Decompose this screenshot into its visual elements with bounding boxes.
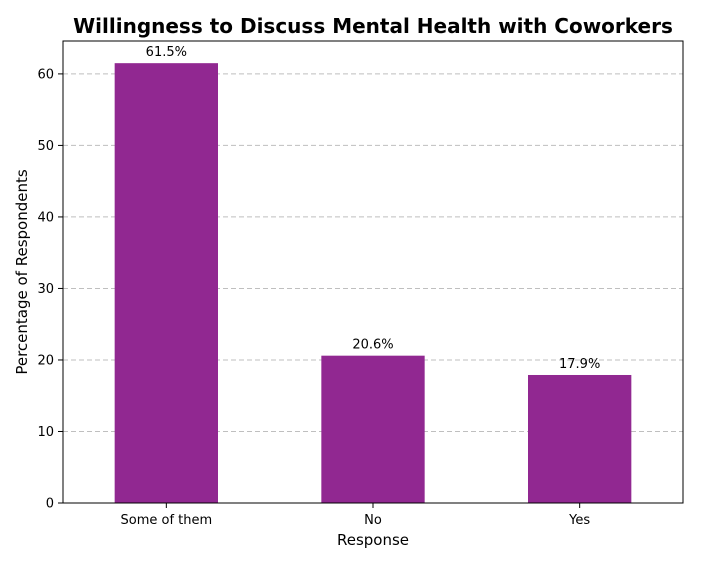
y-tick-label: 30 (37, 282, 54, 297)
bar-value-label: 20.6% (352, 338, 393, 353)
x-tick-label: No (364, 513, 382, 528)
y-tick-label: 40 (37, 210, 54, 225)
bar-no (321, 355, 425, 503)
y-tick-label: 50 (37, 139, 54, 154)
x-tick-label: Some of them (120, 513, 212, 528)
plot-frame (62, 40, 684, 504)
chart-title: Willingness to Discuss Mental Health wit… (73, 14, 673, 38)
x-tick-label: Yes (568, 513, 590, 528)
x-axis-title: Response (337, 531, 409, 549)
y-tick-label: 20 (37, 353, 54, 368)
y-axis: 0 10 20 30 40 50 60 (37, 67, 63, 512)
y-tick-label: 60 (37, 67, 54, 82)
data-labels: 61.5% 20.6% 17.9% (146, 45, 601, 372)
x-axis: Some of them No Yes (120, 503, 590, 528)
bar-value-label: 17.9% (559, 357, 600, 372)
bar-some-of-them (114, 63, 218, 503)
bar-yes (528, 374, 632, 503)
y-tick-label: 10 (37, 425, 54, 440)
bar-value-label: 61.5% (146, 45, 187, 60)
bars (114, 63, 632, 503)
y-tick-label: 0 (46, 497, 54, 512)
y-axis-title: Percentage of Respondents (13, 169, 31, 375)
